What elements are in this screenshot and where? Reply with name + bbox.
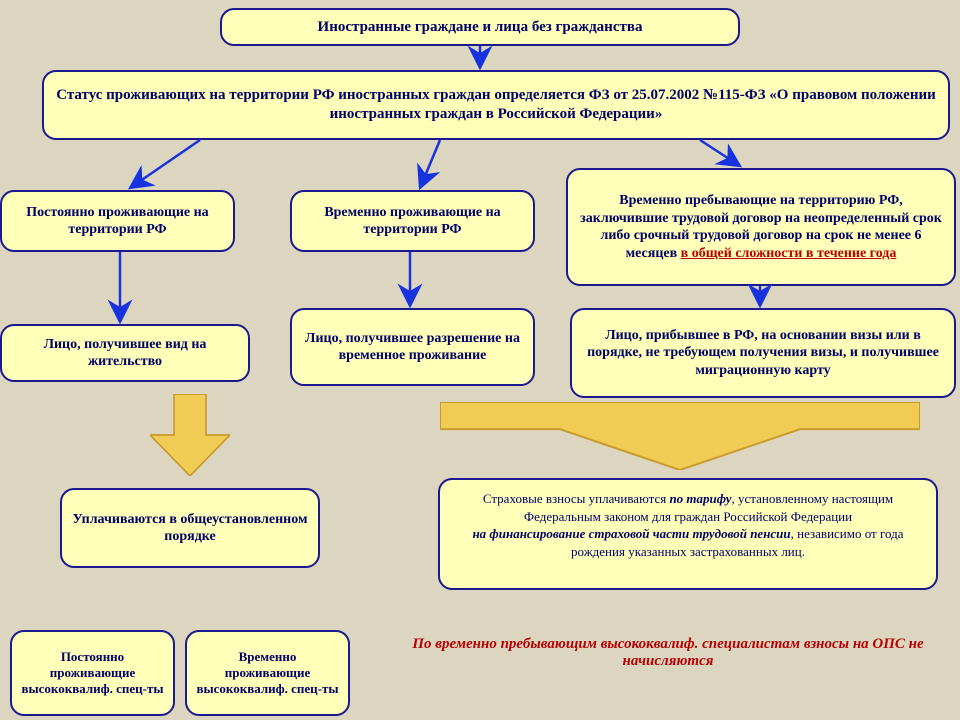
title-text: Иностранные граждане и лица без гражданс…: [318, 18, 643, 37]
spec1-text: Постоянно проживающие высококвалиф. спец…: [20, 649, 165, 698]
tariff-text: Страховые взносы уплачиваются по тарифу,…: [472, 491, 903, 559]
law-text: Статус проживающих на территории РФ инос…: [52, 86, 940, 124]
block-arrow-down: [150, 394, 230, 476]
stay-desc-text: Лицо, прибывшее в РФ, на основании визы …: [580, 327, 946, 380]
title-box: Иностранные граждане и лица без гражданс…: [220, 8, 740, 46]
block-arrow-wide: [440, 402, 920, 470]
spec2-text: Временно проживающие высококвалиф. спец-…: [195, 649, 340, 698]
paid-box: Уплачиваются в общеустановленном порядке: [60, 488, 320, 568]
stay-desc-box: Лицо, прибывшее в РФ, на основании визы …: [570, 308, 956, 398]
red-note: По временно пребывающим высококвалиф. сп…: [408, 636, 928, 686]
tariff-box: Страховые взносы уплачиваются по тарифу,…: [438, 478, 938, 590]
spec1-box: Постоянно проживающие высококвалиф. спец…: [10, 630, 175, 716]
temp-text: Временно проживающие на территории РФ: [300, 204, 525, 239]
paid-text: Уплачиваются в общеустановленном порядке: [70, 511, 310, 546]
temp-box: Временно проживающие на территории РФ: [290, 190, 535, 252]
law-box: Статус проживающих на территории РФ инос…: [42, 70, 950, 140]
spec2-box: Временно проживающие высококвалиф. спец-…: [185, 630, 350, 716]
stay-text: Временно пребывающие на территорию РФ, з…: [576, 192, 946, 262]
perm-desc-text: Лицо, получившее вид на жительство: [10, 336, 240, 371]
temp-desc-text: Лицо, получившее разрешение на временное…: [300, 330, 525, 365]
perm-box: Постоянно проживающие на территории РФ: [0, 190, 235, 252]
perm-desc-box: Лицо, получившее вид на жительство: [0, 324, 250, 382]
temp-desc-box: Лицо, получившее разрешение на временное…: [290, 308, 535, 386]
perm-text: Постоянно проживающие на территории РФ: [10, 204, 225, 239]
stay-box: Временно пребывающие на территорию РФ, з…: [566, 168, 956, 286]
